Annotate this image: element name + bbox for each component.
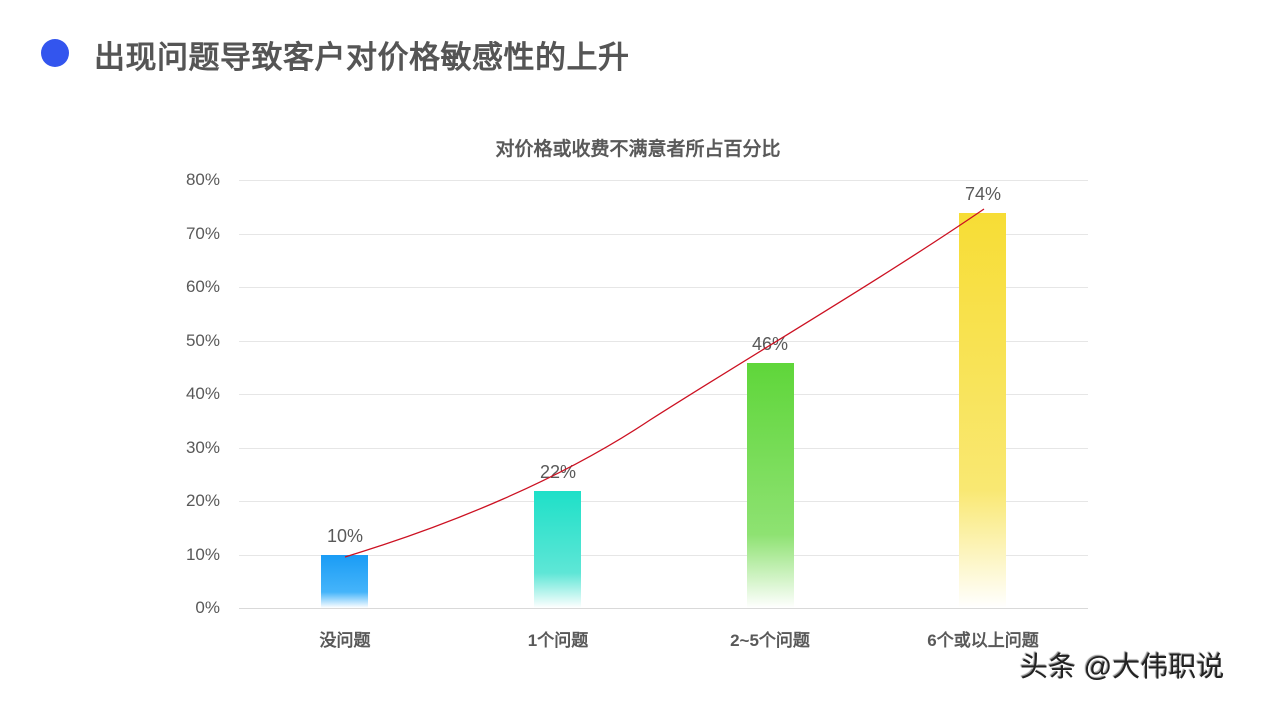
y-tick-20: 20% [185, 491, 220, 510]
gridline [239, 555, 1088, 556]
bar-2-5-problems [747, 363, 794, 608]
chart-title: 对价格或收费不满意者所占百分比 [495, 139, 781, 160]
page-title: 出现问题导致客户对价格敏感性的上升 [94, 40, 630, 75]
y-tick-50: 50% [185, 331, 220, 350]
bar-no-problem [321, 555, 368, 608]
gridline [239, 341, 1088, 342]
bar-6-plus-problems [959, 213, 1006, 608]
gridline [239, 394, 1088, 395]
x-label: 1个问题 [527, 631, 589, 650]
bar-1-problem [534, 491, 581, 608]
y-tick-40: 40% [185, 384, 220, 403]
title-bullet-dot [41, 39, 69, 67]
value-label: 74% [964, 184, 1002, 204]
gridline [239, 234, 1088, 235]
gridline [239, 448, 1088, 449]
gridline [239, 180, 1088, 181]
gridline [239, 287, 1088, 288]
x-axis-baseline [239, 608, 1088, 609]
y-tick-30: 30% [185, 438, 220, 457]
gridline [239, 501, 1088, 502]
watermark: 头条 @大伟职说 [1020, 651, 1225, 682]
y-tick-70: 70% [185, 224, 220, 243]
x-label: 2~5个问题 [730, 631, 810, 650]
y-tick-10: 10% [185, 545, 220, 564]
value-label: 22% [539, 462, 577, 482]
y-tick-60: 60% [185, 277, 220, 296]
x-label: 6个或以上问题 [927, 631, 1039, 650]
y-tick-0: 0% [195, 598, 220, 617]
x-label: 没问题 [319, 631, 371, 650]
value-label: 10% [326, 526, 364, 546]
y-tick-80: 80% [185, 170, 220, 189]
